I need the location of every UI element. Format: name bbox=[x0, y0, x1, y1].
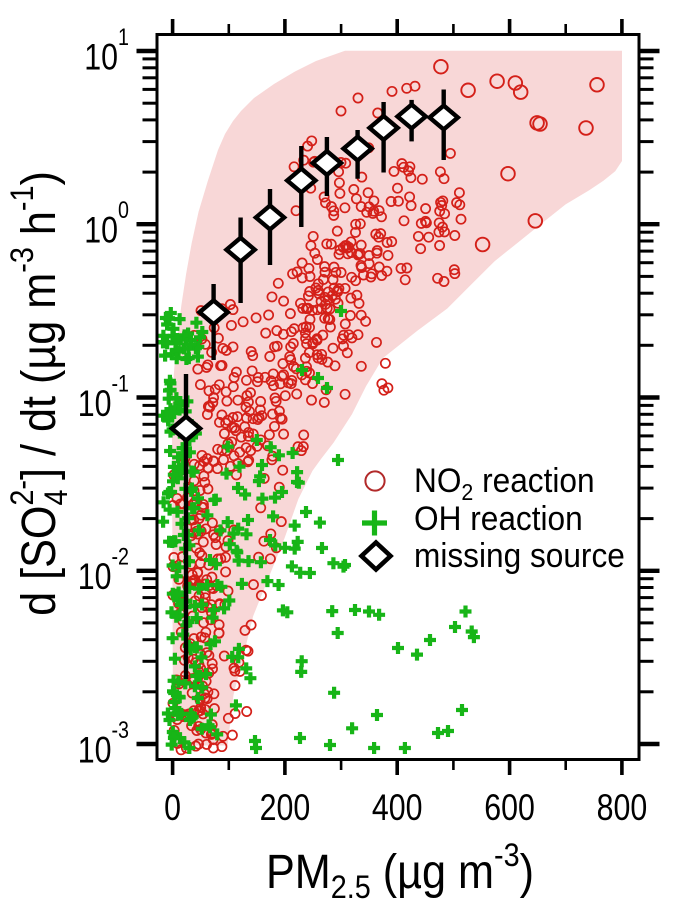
svg-text:missing source: missing source bbox=[414, 536, 625, 574]
svg-text:0: 0 bbox=[164, 787, 181, 829]
svg-text:800: 800 bbox=[597, 787, 648, 829]
svg-text:NO2 reaction: NO2 reaction bbox=[414, 461, 595, 505]
svg-text:200: 200 bbox=[260, 787, 311, 829]
svg-text:OH reaction: OH reaction bbox=[414, 499, 583, 537]
svg-text:d [SO42-] / dt (µg m-3 h-1): d [SO42-] / dt (µg m-3 h-1) bbox=[5, 171, 75, 616]
svg-text:PM2.5 (µg m-3): PM2.5 (µg m-3) bbox=[266, 838, 534, 900]
svg-text:400: 400 bbox=[372, 787, 423, 829]
svg-text:600: 600 bbox=[484, 787, 535, 829]
